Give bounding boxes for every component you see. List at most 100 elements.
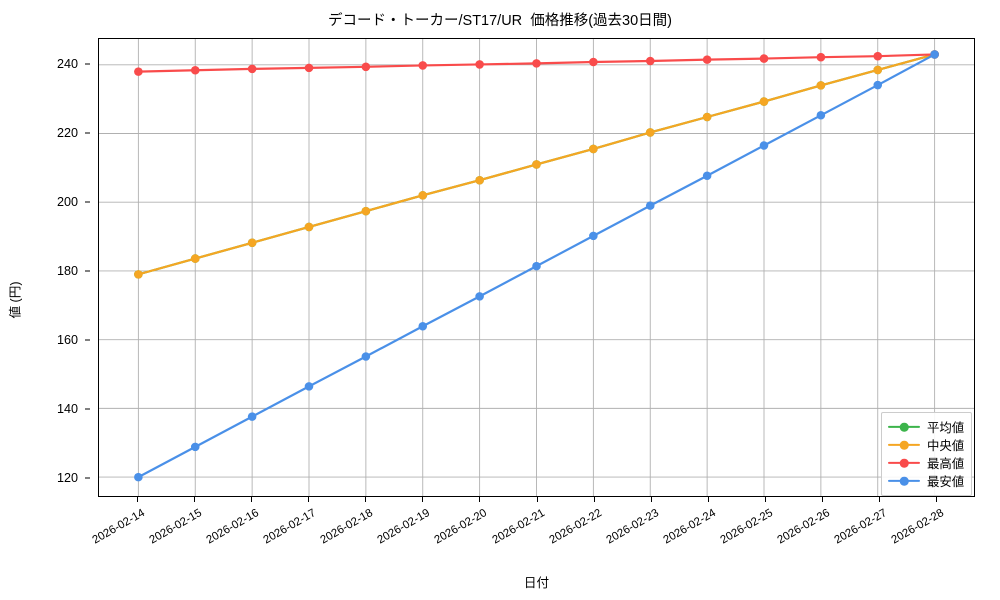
y-tick-mark [85,477,90,479]
x-tick-label: 2026-02-19 [376,507,433,547]
y-tick-mark [85,201,90,203]
legend-item[interactable]: 最安値 [888,472,964,490]
legend-label: 平均値 [927,421,965,435]
legend-label: 中央値 [927,439,965,453]
legend-swatch-icon [888,438,920,452]
y-tick-mark [85,270,90,272]
data-point-marker [930,50,939,59]
data-point-marker [532,160,541,169]
x-tick-mark [650,497,652,502]
data-point-marker [134,67,143,76]
data-point-marker [532,59,541,68]
legend-swatch-icon [888,420,920,434]
x-tick-label: 2026-02-20 [433,507,490,547]
x-tick-label: 2026-02-25 [718,507,775,547]
data-point-marker [418,321,428,331]
x-tick-mark [593,497,595,502]
data-point-marker [418,191,428,200]
plot-area [98,38,975,497]
data-point-marker [645,201,655,210]
data-point-marker [589,231,598,241]
legend-item[interactable]: 平均値 [888,418,964,436]
x-tick-mark [707,497,709,502]
data-point-marker [873,80,883,90]
x-tick-mark [821,497,823,502]
data-point-marker [361,352,371,361]
data-point-marker [702,55,712,64]
y-tick-label: 140 [56,401,78,416]
data-point-marker [190,254,200,263]
legend-swatch-icon [888,456,920,470]
data-point-marker [759,97,769,106]
data-point-marker [759,141,769,150]
x-tick-label: 2026-02-15 [147,507,205,547]
data-point-marker [645,56,655,66]
data-point-marker [190,442,200,452]
data-point-marker [134,270,143,279]
chart-title: デコード・トーカー/ST17/UR 価格推移(過去30日間) [328,13,672,29]
data-point-marker [816,110,826,120]
legend-label: 最安値 [927,475,965,489]
data-point-marker [361,206,371,216]
data-point-marker [589,57,598,67]
y-tick-mark [85,132,90,134]
x-tick-label: 2026-02-28 [889,507,946,547]
x-tick-label: 2026-02-17 [261,507,319,547]
data-point-marker [816,52,826,62]
data-point-marker [190,65,200,75]
y-axis-tick-labels: 120 140 160 180 200 220 240 [0,38,90,497]
data-point-marker [873,51,883,61]
x-tick-mark [422,497,424,502]
legend-item[interactable]: 最高値 [888,454,964,472]
x-tick-mark [536,497,538,502]
data-point-marker [418,61,428,70]
data-series-layer [134,50,939,482]
x-tick-label: 2026-02-27 [832,507,889,547]
data-point-marker [702,112,712,122]
y-tick-label: 160 [56,332,78,347]
x-tick-mark [764,497,766,502]
y-tick-label: 220 [56,125,78,140]
data-series [134,50,939,76]
x-tick-mark [878,497,880,502]
data-point-marker [475,292,484,301]
x-tick-mark [479,497,481,502]
x-tick-mark [935,497,937,502]
y-tick-label: 200 [56,194,78,209]
data-point-marker [247,412,257,421]
x-tick-label: 2026-02-22 [547,507,604,547]
data-point-marker [304,382,314,391]
y-tick-label: 240 [56,56,78,71]
data-point-marker [475,175,484,185]
y-tick-mark [85,63,90,65]
x-tick-label: 2026-02-21 [490,507,547,547]
data-series [134,50,939,279]
data-point-marker [247,238,257,248]
x-tick-mark [308,497,310,502]
x-axis-tick-labels: 2026-02-14 2026-02-15 2026-02-16 2026-02-17… [91,497,975,597]
data-point-marker [304,63,314,73]
data-point-marker [759,54,769,63]
data-point-marker [589,144,598,154]
y-tick-mark [85,339,90,341]
chart-legend: 平均値中央値最高値最安値 [881,412,973,496]
data-point-marker [304,222,314,232]
y-tick-label: 180 [56,263,78,278]
x-axis-label: 日付 [523,576,550,590]
x-tick-mark [194,497,196,502]
legend-swatch-icon [888,474,920,488]
x-tick-label: 2026-02-14 [90,507,148,547]
x-tick-label: 2026-02-24 [661,507,718,547]
legend-item[interactable]: 中央値 [888,436,964,454]
x-tick-label: 2026-02-26 [775,507,832,547]
data-point-marker [134,472,143,482]
data-point-marker [816,81,826,90]
x-tick-mark [137,497,139,502]
legend-label: 最高値 [927,457,965,471]
data-point-marker [475,60,484,69]
x-tick-label: 2026-02-16 [204,507,262,547]
data-series [134,50,939,482]
y-tick-label: 120 [56,471,78,486]
data-point-marker [873,65,883,75]
